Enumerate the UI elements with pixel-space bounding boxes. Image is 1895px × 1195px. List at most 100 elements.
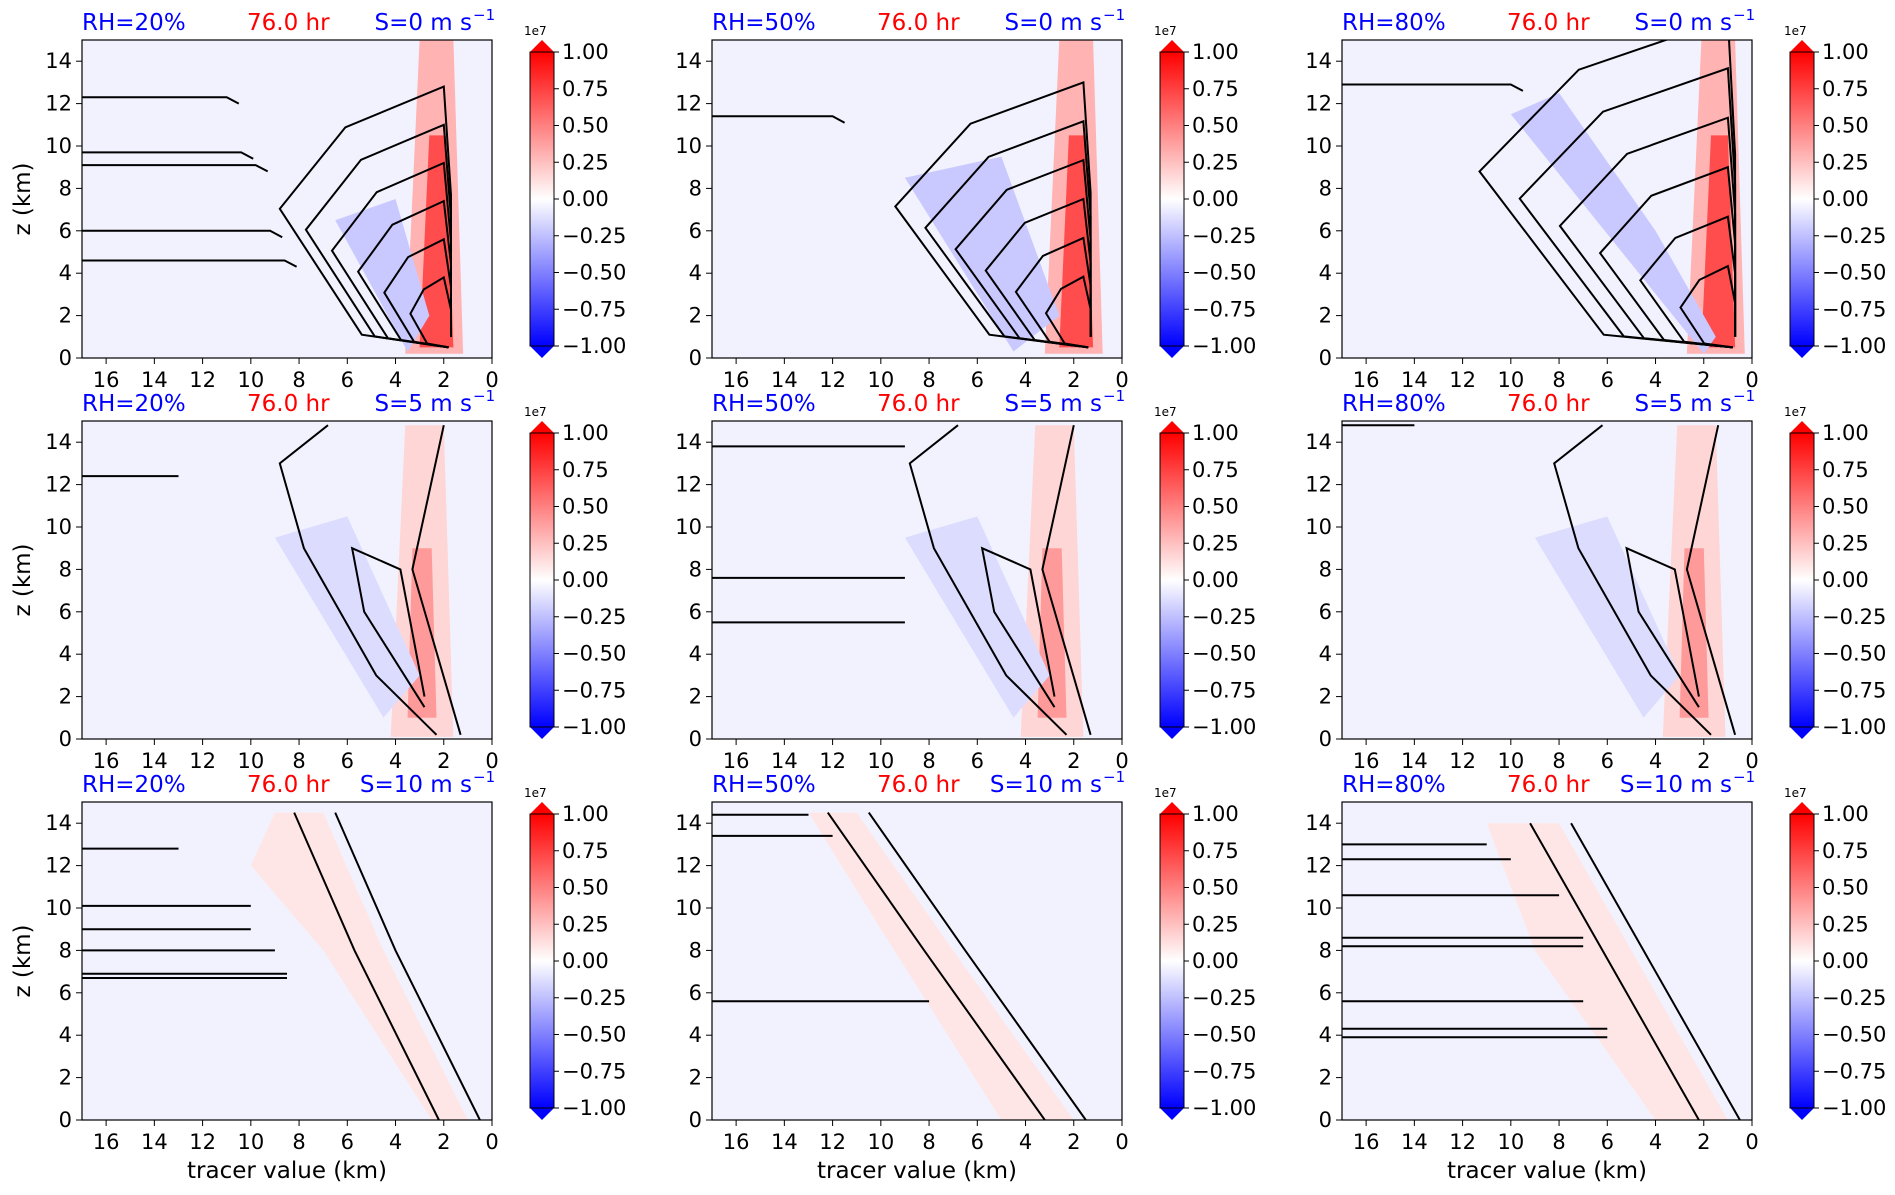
colorbar-tick-label: 1.00 [1822,421,1869,445]
colorbar-tick-label: 1.00 [1192,40,1239,64]
colorbar-tick-label: −1.00 [562,715,626,739]
panel-shear-label: S=10 m s [360,772,472,798]
axes-frame [1341,420,1753,740]
x-tick-label: 8 [1552,368,1565,392]
contour-line [304,123,452,349]
x-tick-label: 10 [1497,1130,1524,1154]
colorbar-tick-label: −1.00 [1192,1096,1256,1120]
x-tick-label: 10 [867,749,894,773]
panel-shear-label: S=0 m s [374,10,472,36]
contour-line [894,81,1092,349]
x-tick-label: 12 [1449,749,1476,773]
panel-rh-label: RH=50% [712,391,816,417]
panel-shear-label: S=5 m s [1004,391,1102,417]
panel-rh-label: RH=50% [712,10,816,36]
colorbar-extend-max [530,802,554,814]
y-tick-label: 12 [45,473,72,497]
panel-rh-label: RH=20% [82,10,186,36]
y-tick-label: 10 [675,896,702,920]
y-tick-label: 14 [1305,811,1332,835]
contour-line [82,259,298,268]
y-tick-label: 8 [59,557,72,581]
contour-line [1518,66,1737,349]
colorbar-tick-label: −0.50 [1192,642,1256,666]
colorbar-tick-label: −0.50 [1192,1023,1256,1047]
colorbar-tick-label: 0.25 [1192,150,1239,174]
contour-line [924,119,1092,349]
x-axis-label: tracer value (km) [817,1158,1017,1184]
colorbar-tick-label: 0.25 [1822,531,1869,555]
colorbar-tick-label: 0.25 [1192,912,1239,936]
axes-frame [81,420,493,740]
colorbar-exponent: 1e7 [1154,24,1177,38]
colorbar-tick-label: −0.50 [562,642,626,666]
y-tick-label: 4 [1319,261,1332,285]
x-tick-label: 0 [1745,368,1758,392]
colorbar-tick-label: 0.75 [562,77,609,101]
colorbar-tick-label: −1.00 [1192,334,1256,358]
colorbar-tick-label: 0.00 [1822,187,1869,211]
panel-shear-label: S=5 m s [374,391,472,417]
colorbar-fill [1790,814,1814,1108]
colorbar-extend-min [1160,346,1184,358]
panel-shear-exponent: −1 [473,768,495,786]
x-tick-label: 8 [1552,749,1565,773]
x-tick-label: 4 [389,1130,402,1154]
panel-shear-label: S=0 m s [1004,10,1102,36]
x-tick-label: 0 [1745,749,1758,773]
x-tick-label: 14 [1401,1130,1428,1154]
y-tick-label: 12 [1305,473,1332,497]
y-tick-label: 0 [689,727,702,751]
colorbar-tick-label: 0.75 [1822,839,1869,863]
y-tick-label: 4 [1319,642,1332,666]
panel: 16 14 12 10 8 6 4 2 0 0 2 4 6 8 10 12 14 RH=80% 76.0 hr S=5… [1305,387,1886,773]
y-tick-label: 14 [675,811,702,835]
contour-line [334,812,481,1120]
colorbar-fill [1790,52,1814,346]
y-tick-label: 0 [1319,1108,1332,1132]
x-tick-label: 14 [141,1130,168,1154]
x-tick-label: 12 [189,368,216,392]
colorbar-tick-label: −0.25 [1822,605,1886,629]
x-tick-label: 0 [485,1130,498,1154]
contour-line [1342,83,1524,92]
x-tick-label: 10 [867,368,894,392]
colorbar-tick-label: 0.50 [1822,876,1869,900]
colorbar-tick-label: 1.00 [562,40,609,64]
y-tick-label: 14 [45,49,72,73]
shaded-region [904,156,1060,352]
x-tick-label: 10 [237,368,264,392]
panel-time-label: 76.0 hr [247,772,330,798]
contour-line [278,424,438,736]
colorbar-tick-label: −0.75 [1822,678,1886,702]
field [1342,822,1741,1120]
colorbar-tick-label: −0.25 [562,986,626,1010]
colorbar-fill [530,52,554,346]
panel-time-label: 76.0 hr [1507,772,1590,798]
y-tick-label: 2 [689,1066,702,1090]
contour-line [82,96,240,105]
contour-line [1598,165,1737,349]
contour-line [954,158,1092,349]
colorbar-tick-label: −0.25 [1192,986,1256,1010]
colorbar-fill [1160,52,1184,346]
colorbar-tick-label: 0.75 [562,458,609,482]
panel-rh-label: RH=20% [82,391,186,417]
shaded-region [1534,516,1680,718]
x-tick-label: 14 [141,749,168,773]
colorbar: 1.00 0.75 0.50 0.25 0.00 −0.25 −0.50 −0.75 −1.00… [1784,405,1886,739]
y-tick-label: 14 [1305,430,1332,454]
y-tick-label: 8 [1319,938,1332,962]
colorbar: 1.00 0.75 0.50 0.25 0.00 −0.25 −0.50 −0.75 −1.00… [1784,24,1886,358]
x-tick-label: 16 [1353,1130,1380,1154]
panel-time-label: 76.0 hr [877,772,960,798]
contour-line [1041,424,1092,736]
contour-line [278,85,452,349]
colorbar-exponent: 1e7 [524,786,547,800]
contour-line [1558,116,1737,349]
colorbar-extend-max [530,40,554,52]
colorbar-exponent: 1e7 [1784,786,1807,800]
shaded-region [1486,823,1728,1120]
x-tick-label: 6 [971,1130,984,1154]
y-tick-label: 0 [59,1108,72,1132]
